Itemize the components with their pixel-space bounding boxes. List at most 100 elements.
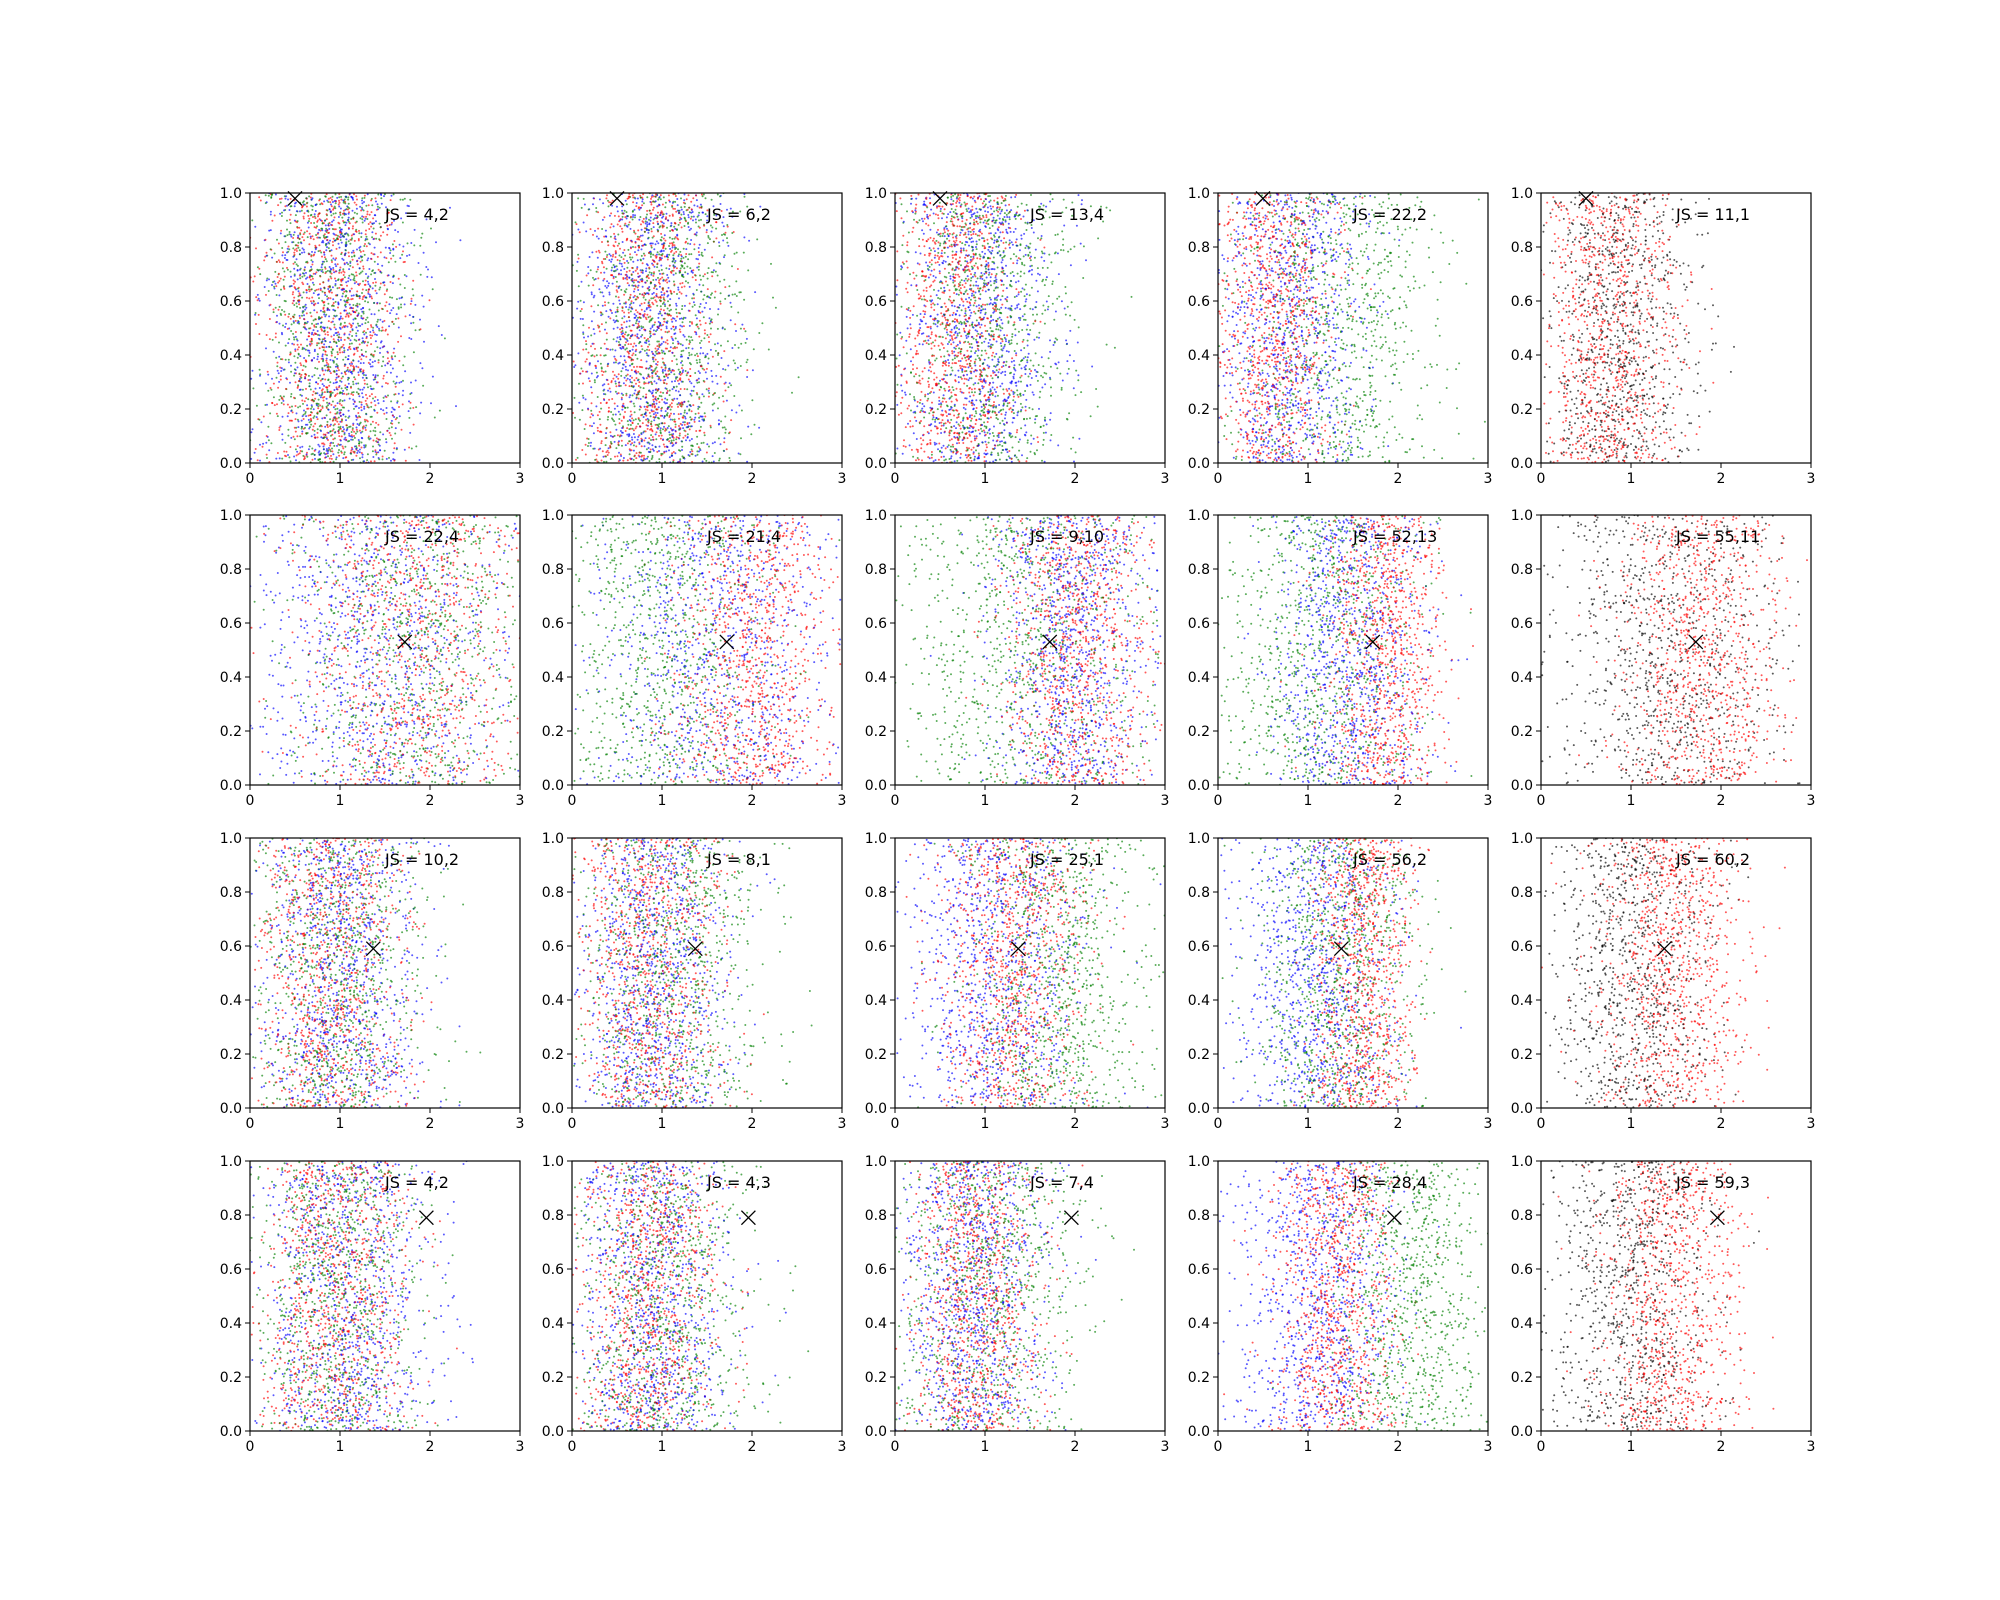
point-red	[367, 288, 370, 291]
point-red	[303, 239, 305, 242]
point-green	[666, 226, 668, 229]
point-red	[330, 254, 333, 257]
point-blue	[309, 274, 312, 277]
point-blue	[604, 328, 606, 331]
point-red	[386, 382, 389, 385]
point-red	[312, 216, 314, 218]
point-blue	[634, 251, 636, 254]
point-green	[629, 256, 631, 259]
point-blue	[705, 229, 708, 231]
point-blue	[278, 355, 281, 358]
point-blue	[620, 262, 623, 265]
point-blue	[324, 315, 327, 318]
point-green	[671, 237, 674, 240]
point-blue	[709, 348, 712, 351]
point-green	[649, 450, 652, 453]
point-blue	[383, 256, 386, 259]
point-blue	[649, 216, 652, 219]
point-blue	[317, 322, 319, 325]
point-red	[337, 331, 340, 334]
point-blue	[366, 193, 369, 196]
point-red	[628, 269, 631, 272]
point-blue	[688, 439, 691, 442]
point-green	[612, 338, 615, 341]
point-green	[373, 350, 376, 353]
point-green	[670, 292, 673, 295]
point-blue	[326, 308, 329, 310]
point-green	[683, 267, 686, 270]
point-blue	[370, 387, 373, 390]
point-green	[659, 198, 662, 201]
point-red	[410, 297, 413, 300]
point-green	[640, 259, 642, 262]
point-red	[357, 412, 360, 414]
point-red	[607, 383, 610, 386]
point-green	[272, 396, 275, 399]
point-green	[323, 311, 326, 314]
point-green	[334, 356, 337, 359]
point-blue	[326, 452, 329, 455]
point-red	[317, 288, 320, 291]
point-blue	[363, 460, 366, 463]
point-blue	[660, 264, 663, 267]
point-blue	[644, 222, 647, 225]
point-red	[352, 225, 354, 228]
point-red	[313, 449, 316, 452]
point-green	[323, 304, 326, 307]
point-red	[386, 357, 389, 360]
point-green	[348, 377, 350, 380]
point-green	[392, 254, 395, 257]
point-blue	[426, 275, 429, 278]
point-green	[634, 354, 637, 356]
point-red	[601, 241, 603, 243]
point-red	[603, 216, 606, 219]
point-blue	[651, 262, 654, 265]
point-red	[697, 412, 700, 415]
point-green	[696, 381, 699, 384]
point-red	[703, 368, 706, 371]
point-blue	[289, 381, 291, 384]
point-blue	[654, 411, 657, 414]
point-blue	[276, 314, 278, 317]
point-red	[637, 229, 640, 232]
point-red	[648, 305, 651, 307]
point-red	[325, 361, 328, 364]
point-blue	[328, 370, 331, 373]
point-red	[316, 342, 319, 345]
point-blue	[659, 272, 661, 275]
point-red	[358, 229, 360, 232]
point-green	[298, 249, 301, 252]
point-green	[385, 438, 387, 441]
point-red	[624, 384, 627, 387]
point-green	[605, 338, 608, 341]
point-blue	[346, 348, 349, 351]
point-blue	[295, 210, 298, 213]
point-blue	[324, 339, 327, 342]
point-blue	[707, 389, 710, 392]
point-red	[326, 386, 329, 389]
point-blue	[346, 219, 349, 222]
point-blue	[603, 399, 606, 401]
point-green	[645, 227, 648, 230]
point-green	[288, 313, 291, 315]
point-green	[702, 284, 705, 287]
point-red	[309, 278, 312, 281]
point-blue	[282, 399, 285, 402]
point-green	[604, 393, 607, 396]
point-green	[311, 205, 314, 208]
point-blue	[352, 318, 355, 321]
point-blue	[728, 382, 731, 385]
point-red	[345, 393, 348, 396]
point-green	[640, 325, 643, 328]
point-green	[676, 403, 679, 406]
point-red	[673, 290, 676, 293]
point-blue	[269, 213, 272, 216]
point-green	[376, 205, 379, 208]
point-blue	[664, 410, 667, 413]
point-green	[647, 373, 650, 376]
point-green	[340, 195, 343, 198]
point-blue	[352, 294, 355, 297]
point-red	[319, 404, 322, 407]
point-blue	[603, 383, 606, 386]
point-red	[330, 403, 333, 406]
